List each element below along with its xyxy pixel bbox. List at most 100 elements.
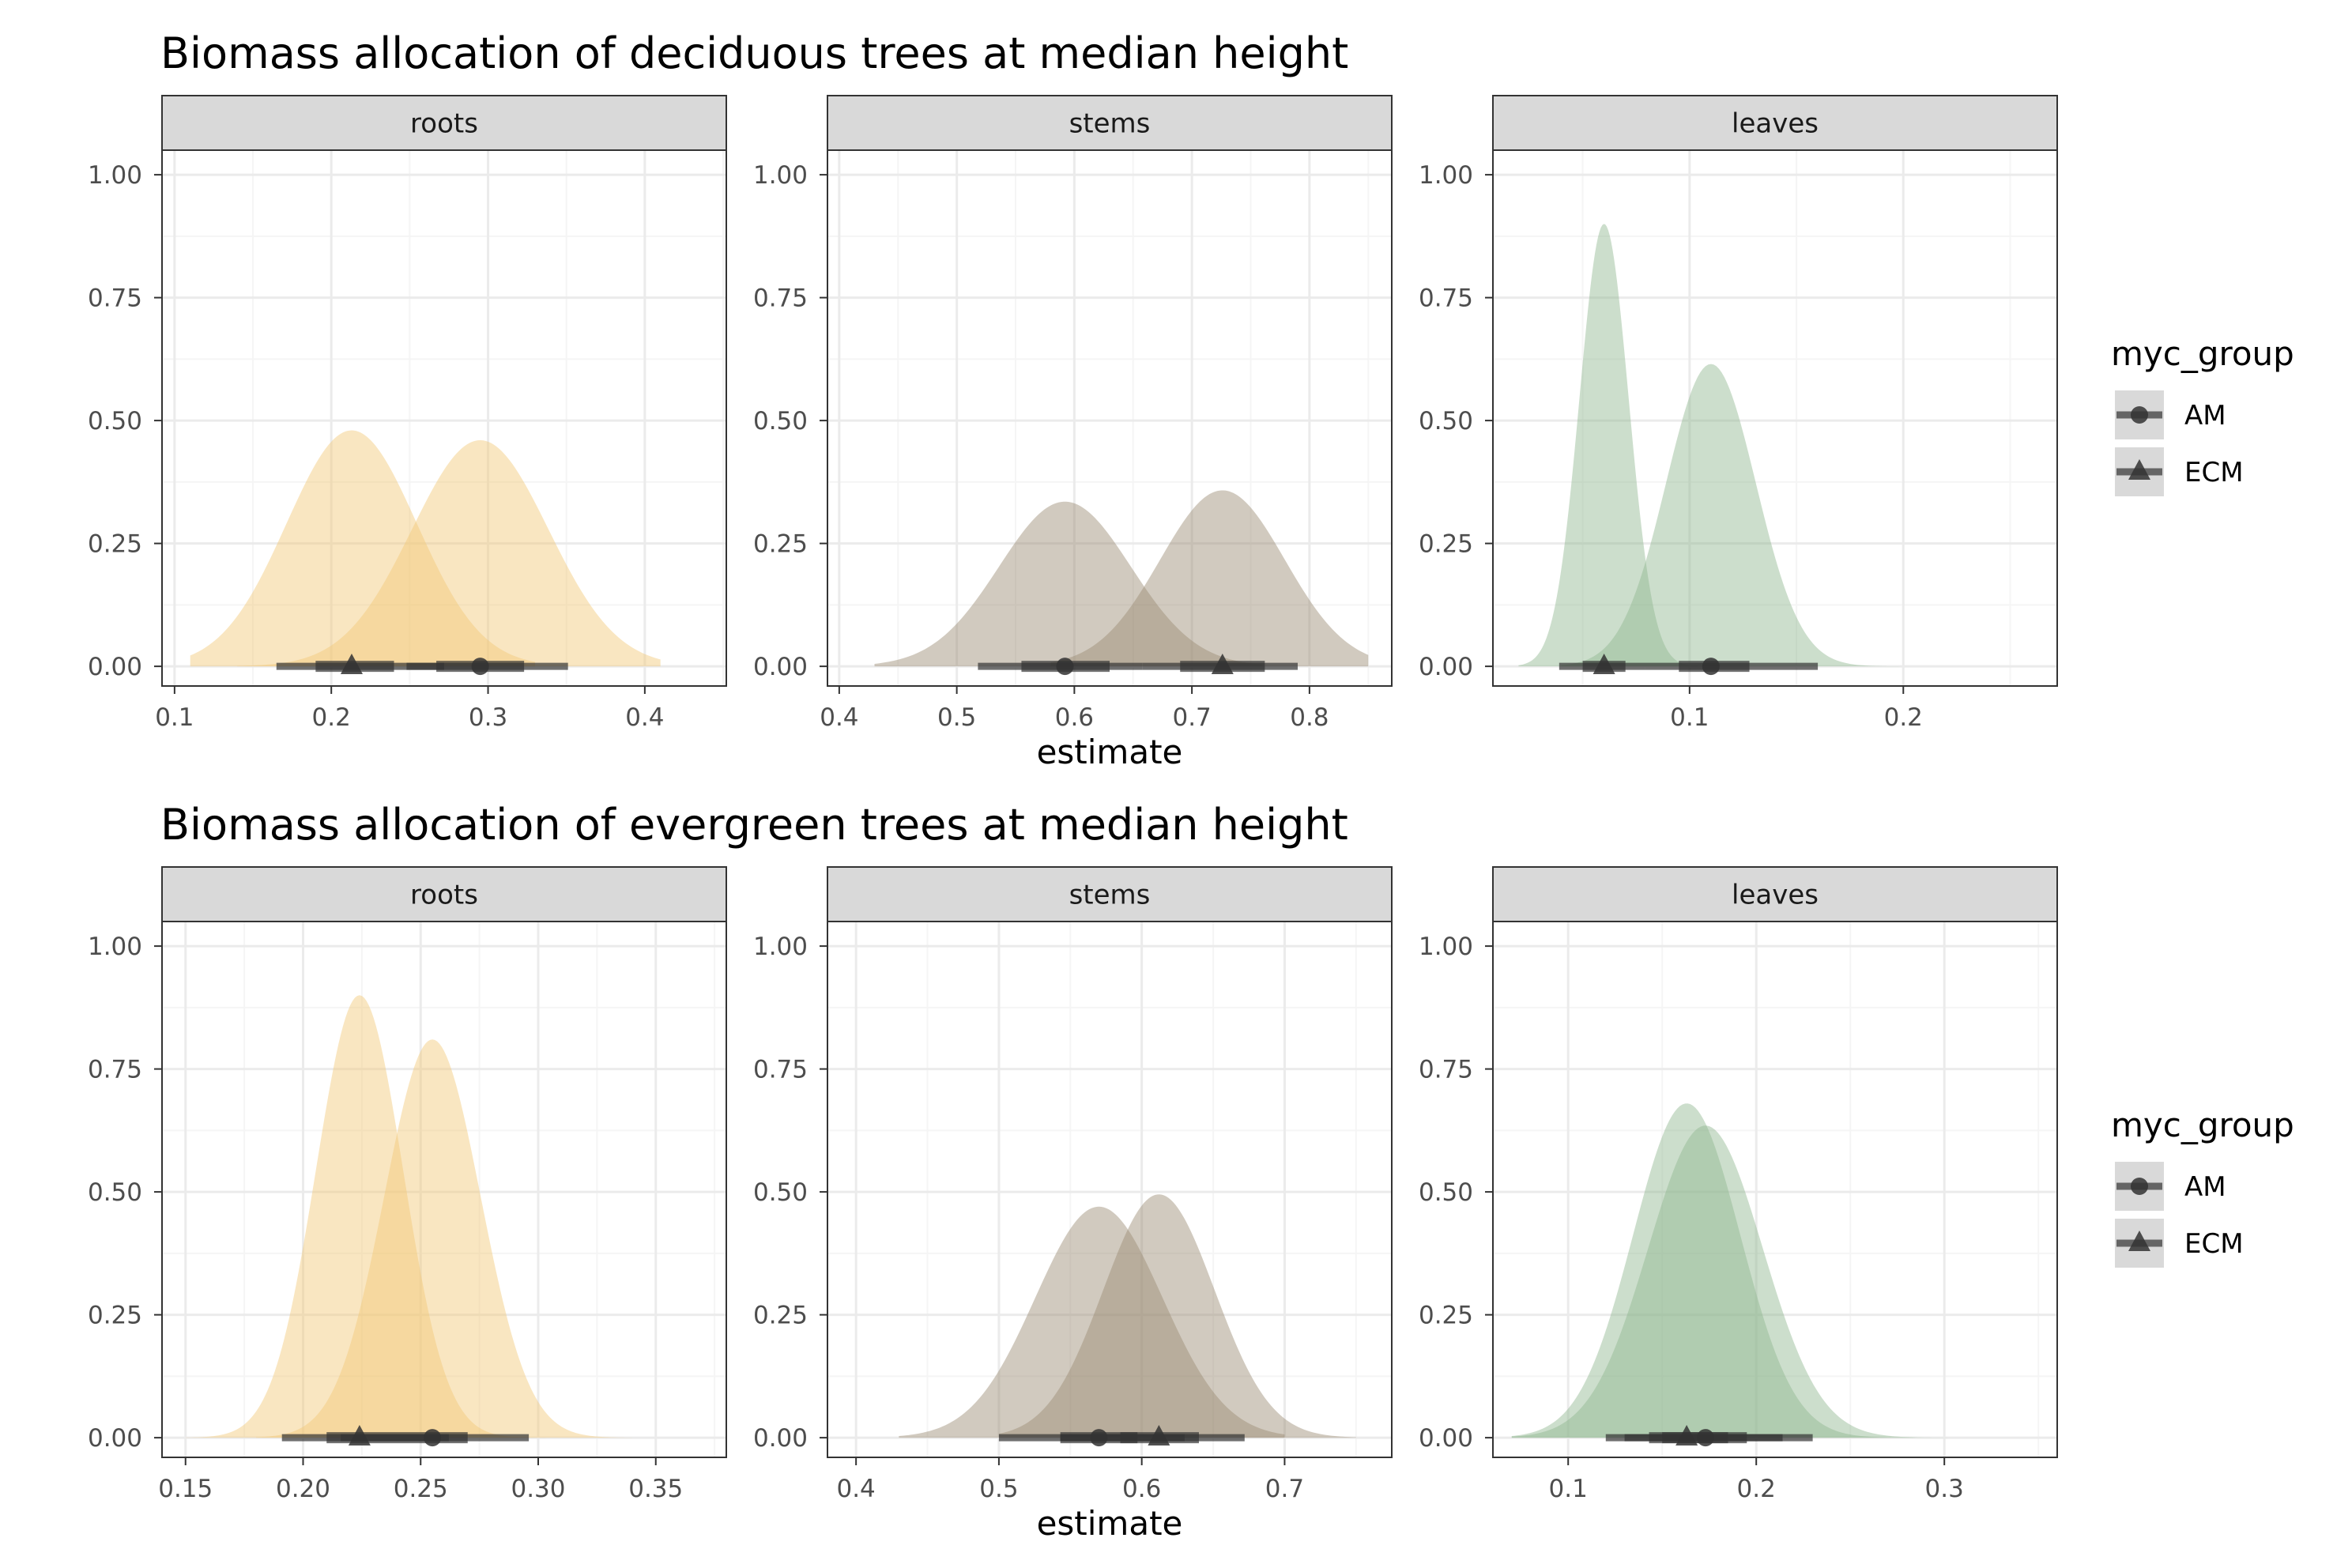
y-tick-label: 1.00	[753, 933, 808, 961]
y-tick-label: 0.00	[1419, 1424, 1473, 1453]
density-stems-ecm	[998, 1194, 1356, 1438]
density-roots-am	[256, 1039, 632, 1438]
x-tick-label: 0.2	[1737, 1475, 1776, 1503]
y-tick-label: 0.00	[1419, 653, 1473, 681]
density-leaves-am	[1561, 364, 1989, 667]
facet-strip	[827, 95, 1393, 151]
y-tick-label: 0.75	[88, 1056, 142, 1084]
density-layer	[899, 1194, 1356, 1447]
panel-border	[1492, 921, 2058, 1458]
facet-strip	[1492, 95, 2058, 151]
y-tick-label: 0.50	[88, 407, 142, 435]
x-tick-label: 0.4	[625, 703, 664, 732]
x-tick-label: 0.6	[1122, 1475, 1161, 1503]
density-layer	[190, 430, 661, 676]
facet-label: stems	[1069, 880, 1151, 911]
point-estimate-ecm	[1211, 653, 1234, 674]
legend: myc_group AM ECM	[2111, 334, 2294, 496]
y-tick-label: 1.00	[1419, 933, 1473, 961]
facet-panel-roots: roots 0.00 0.25 0.50 0.75 1.00 0.1 0.2 0.3 0.4	[88, 95, 727, 732]
legend-label-am: AM	[2184, 1171, 2226, 1203]
point-estimate-am	[1696, 1429, 1714, 1447]
x-tick-label: 0.30	[511, 1475, 565, 1503]
density-layer	[874, 490, 1369, 676]
y-tick-label: 0.75	[753, 285, 808, 313]
point-estimate-am	[1056, 658, 1074, 676]
density-roots-am	[237, 440, 661, 667]
density-roots-ecm	[185, 995, 562, 1438]
x-tick-label: 0.5	[979, 1475, 1018, 1503]
y-tick-label: 0.75	[753, 1056, 808, 1084]
legend-triangle-icon	[2128, 1231, 2150, 1251]
x-tick-label: 0.4	[836, 1475, 875, 1503]
chart-title: Biomass allocation of deciduous trees at…	[160, 28, 1348, 78]
panel-background	[162, 150, 726, 686]
panel-background	[827, 922, 1392, 1457]
y-tick-label: 0.75	[88, 285, 142, 313]
x-tick-label: 0.35	[628, 1475, 683, 1503]
density-layer	[1511, 1103, 1963, 1447]
chart-title: Biomass allocation of evergreen trees at…	[160, 800, 1348, 850]
figure-groups: Biomass allocation of deciduous trees at…	[88, 28, 2294, 1543]
y-tick-label: 1.00	[88, 161, 142, 190]
legend-triangle-icon	[2128, 459, 2150, 480]
density-leaves-am	[1511, 1125, 1963, 1438]
y-tick-label: 0.50	[753, 407, 808, 435]
density-stems-ecm	[1050, 490, 1369, 667]
facet-label: roots	[410, 880, 478, 911]
legend-circle-icon	[2131, 406, 2148, 424]
y-tick-label: 0.25	[1419, 530, 1473, 559]
facet-panel-stems: stems 0.00 0.25 0.50 0.75 1.00 0.4 0.5 0.6 0.7 0.8	[753, 95, 1393, 732]
x-axis-title: estimate	[1037, 1504, 1183, 1543]
legend-label-ecm: ECM	[2184, 1228, 2244, 1260]
point-estimate-ecm	[340, 653, 363, 674]
y-tick-label: 0.00	[88, 1424, 142, 1453]
y-tick-label: 0.00	[88, 653, 142, 681]
x-tick-label: 0.3	[469, 703, 507, 732]
facet-panel-stems: stems 0.00 0.25 0.50 0.75 1.00 0.4 0.5 0.6 0.7	[753, 866, 1393, 1503]
panel-border	[1492, 149, 2058, 687]
y-tick-label: 0.50	[88, 1178, 142, 1207]
x-tick-label: 0.7	[1172, 703, 1211, 732]
y-tick-label: 0.00	[753, 1424, 808, 1453]
density-leaves-ecm	[1518, 224, 1754, 667]
facet-label: roots	[410, 108, 478, 140]
facet-label: stems	[1069, 108, 1151, 140]
chart-deciduous: Biomass allocation of deciduous trees at…	[88, 28, 2294, 771]
y-tick-label: 0.75	[1419, 285, 1473, 313]
density-layer	[185, 995, 632, 1447]
y-tick-label: 0.25	[1419, 1302, 1473, 1330]
y-tick-label: 1.00	[88, 933, 142, 961]
point-estimate-ecm	[1148, 1424, 1170, 1446]
point-estimate-ecm	[1592, 653, 1615, 674]
y-tick-label: 0.50	[1419, 407, 1473, 435]
density-stems-am	[899, 1206, 1285, 1438]
panel-background	[1493, 922, 2057, 1457]
point-estimate-ecm	[348, 1424, 371, 1446]
facet-panel-leaves: leaves 0.00 0.25 0.50 0.75 1.00 0.1 0.2 0.3	[1419, 866, 2058, 1503]
x-tick-label: 0.1	[1670, 703, 1709, 732]
facet-panel-leaves: leaves 0.00 0.25 0.50 0.75 1.00 0.1 0.2	[1419, 95, 2058, 732]
legend-circle-icon	[2131, 1178, 2148, 1195]
facet-label: leaves	[1732, 880, 1819, 911]
point-estimate-am	[1702, 658, 1720, 676]
density-layer	[1518, 224, 1989, 676]
legend: myc_group AM ECM	[2111, 1106, 2294, 1268]
y-tick-label: 0.25	[88, 530, 142, 559]
y-tick-label: 0.75	[1419, 1056, 1473, 1084]
x-tick-label: 0.1	[1549, 1475, 1588, 1503]
x-tick-label: 0.2	[1884, 703, 1923, 732]
legend-label-am: AM	[2184, 400, 2226, 432]
x-tick-label: 0.7	[1265, 1475, 1304, 1503]
x-tick-label: 0.20	[276, 1475, 330, 1503]
panel-border	[827, 921, 1393, 1458]
y-tick-label: 1.00	[753, 161, 808, 190]
point-estimate-am	[424, 1429, 442, 1447]
y-tick-label: 0.50	[1419, 1178, 1473, 1207]
x-tick-label: 0.5	[937, 703, 976, 732]
facet-label: leaves	[1732, 108, 1819, 140]
x-tick-label: 0.15	[158, 1475, 213, 1503]
point-estimate-am	[471, 658, 489, 676]
y-tick-label: 0.25	[753, 1302, 808, 1330]
